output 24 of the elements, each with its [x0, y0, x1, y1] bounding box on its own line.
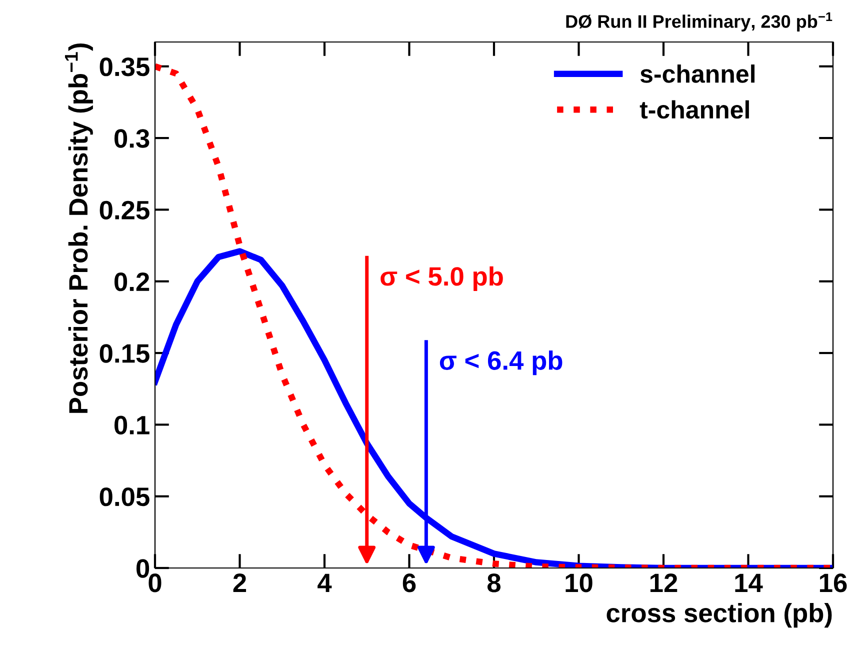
y-tick-label: 0.2	[114, 272, 150, 292]
y-tick-label: 0.25	[100, 200, 150, 220]
x-axis-title: cross section (pb)	[606, 603, 832, 628]
y-tick-label: 0.35	[100, 58, 150, 76]
y-tick-label: 0	[136, 559, 150, 578]
x-tick-label: 8	[488, 574, 501, 592]
x-tick-label: 0	[148, 574, 162, 592]
y-tick-label: 0.1	[114, 416, 150, 434]
y-tick-label: 0.05	[100, 487, 150, 506]
y-tick-label: 0.15	[100, 344, 150, 363]
x-tick-label: 4	[318, 574, 332, 592]
x-tick-label: 2	[233, 574, 246, 592]
x-tick-label: 6	[402, 574, 416, 592]
ref-line-label: σ < 5.0 pb	[380, 266, 503, 291]
legend-label: s-channel	[640, 64, 754, 83]
ref-line-label: σ < 6.4 pb	[440, 350, 562, 376]
chart-title: DØ Run II Preliminary, 230 pb$^{−1}$	[566, 12, 832, 32]
x-tick-label: 14	[735, 574, 763, 592]
y-axis-title: Posterior Prob. Density (pb$^{−1}$)	[64, 43, 93, 413]
y-tick-label: 0.3	[114, 129, 150, 148]
x-tick-label: 16	[820, 574, 847, 592]
legend-label: t-channel	[640, 100, 749, 119]
x-tick-label: 12	[650, 574, 678, 592]
x-tick-label: 10	[566, 574, 592, 592]
